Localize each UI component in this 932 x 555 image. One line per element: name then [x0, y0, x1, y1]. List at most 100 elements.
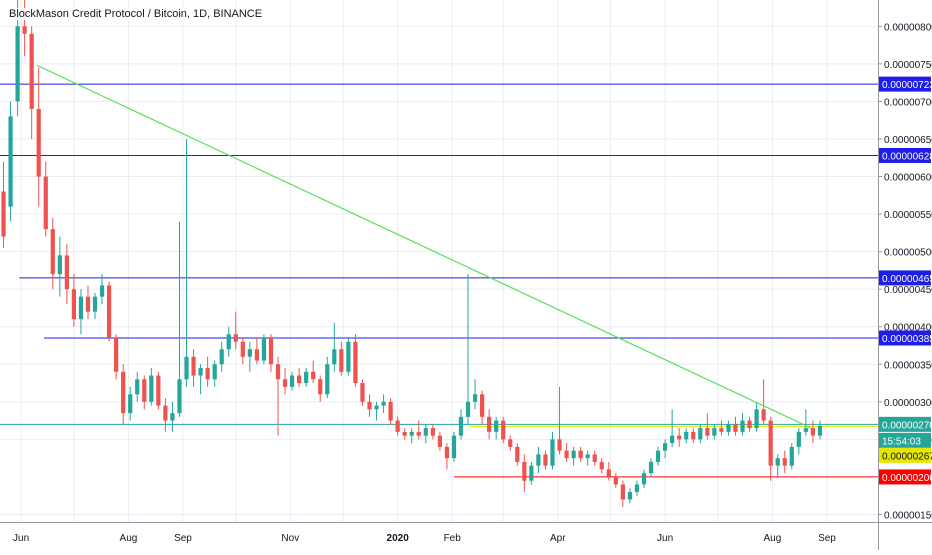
candle-body	[571, 450, 576, 459]
candle	[374, 401, 379, 421]
candle-body	[754, 409, 759, 429]
horizontal-levels	[0, 83, 878, 478]
candle	[684, 428, 689, 444]
candle	[254, 337, 260, 365]
candle-body	[346, 341, 351, 372]
y-tick-label: 0.00000650	[884, 135, 932, 146]
candle-body	[282, 379, 288, 387]
y-tick-label: 0.00000300	[884, 398, 932, 409]
candle-body	[789, 446, 794, 466]
price-label-bg	[879, 330, 931, 346]
candle	[472, 379, 478, 410]
candle-body	[430, 428, 435, 436]
candle	[177, 221, 182, 417]
price-label-bg	[879, 469, 931, 485]
candle	[247, 341, 252, 372]
candle	[353, 334, 358, 387]
candle-body	[515, 446, 520, 462]
candle	[128, 386, 133, 421]
candle	[508, 435, 513, 451]
x-tick-label: Sep	[174, 533, 192, 544]
candle-body	[254, 349, 260, 361]
x-tick-label: Jun	[13, 533, 29, 544]
candle-body	[360, 383, 365, 402]
candle	[1, 161, 6, 248]
candle	[8, 101, 13, 222]
candle	[740, 413, 745, 436]
candle-body	[522, 461, 527, 481]
price-label: 0.00000723	[879, 76, 932, 92]
candle	[747, 416, 752, 432]
candle-body	[508, 439, 513, 447]
candle	[437, 431, 442, 451]
candle	[121, 364, 126, 425]
candle-body	[8, 116, 13, 207]
candle-body	[634, 484, 640, 492]
candle	[430, 424, 435, 440]
candle	[64, 244, 69, 305]
candle	[775, 454, 780, 477]
candle	[184, 138, 189, 387]
candle-body	[578, 450, 583, 459]
candle-body	[233, 334, 238, 342]
x-tick-label: Feb	[444, 533, 462, 544]
candle	[810, 420, 816, 444]
candle	[163, 398, 168, 432]
candle-body	[536, 454, 541, 466]
candle-body	[205, 368, 210, 380]
candle-body	[198, 368, 203, 376]
candle-body	[353, 341, 358, 384]
candle	[451, 431, 457, 462]
candle-body	[465, 401, 471, 417]
candle-body	[494, 420, 499, 432]
candle	[311, 360, 316, 384]
price-label-bg	[879, 447, 931, 463]
candle-body	[810, 428, 816, 436]
candle	[219, 341, 224, 372]
candle	[733, 416, 738, 436]
candle	[50, 217, 55, 290]
candle	[212, 360, 217, 387]
candle-body	[106, 285, 112, 338]
candle	[592, 450, 597, 466]
candle-body	[775, 458, 780, 466]
candle	[381, 394, 386, 414]
candle	[78, 289, 84, 335]
candles	[1, 0, 823, 507]
candle	[240, 337, 245, 365]
candle	[627, 488, 633, 504]
x-tick-label: Jun	[657, 533, 673, 544]
candle	[599, 458, 604, 474]
candle-body	[592, 454, 597, 462]
candle-body	[275, 364, 281, 380]
x-tick-label: 2020	[387, 533, 410, 544]
candle	[198, 364, 203, 395]
candle-body	[550, 439, 555, 466]
candle-body	[374, 405, 379, 410]
candle-body	[458, 416, 464, 436]
x-tick-label: Aug	[764, 533, 782, 544]
candle-body	[803, 428, 808, 432]
candle	[423, 424, 428, 444]
candle-body	[733, 424, 738, 432]
candle	[388, 398, 393, 425]
candle-body	[705, 428, 710, 436]
y-tick-label: 0.00000550	[884, 210, 932, 221]
price-countdown-bg	[879, 432, 931, 448]
candle-body	[184, 356, 189, 380]
candle-body	[325, 364, 330, 395]
candle	[261, 334, 267, 365]
candle-body	[648, 461, 654, 474]
candle-body	[36, 108, 41, 177]
price-label-text: 0.00000385	[882, 334, 932, 345]
candle-body	[585, 454, 590, 459]
candle-body	[64, 255, 69, 290]
trend-line	[36, 64, 812, 429]
candle-body	[557, 439, 562, 451]
candle-body	[149, 375, 154, 402]
candle	[106, 281, 112, 342]
candle	[719, 420, 724, 436]
